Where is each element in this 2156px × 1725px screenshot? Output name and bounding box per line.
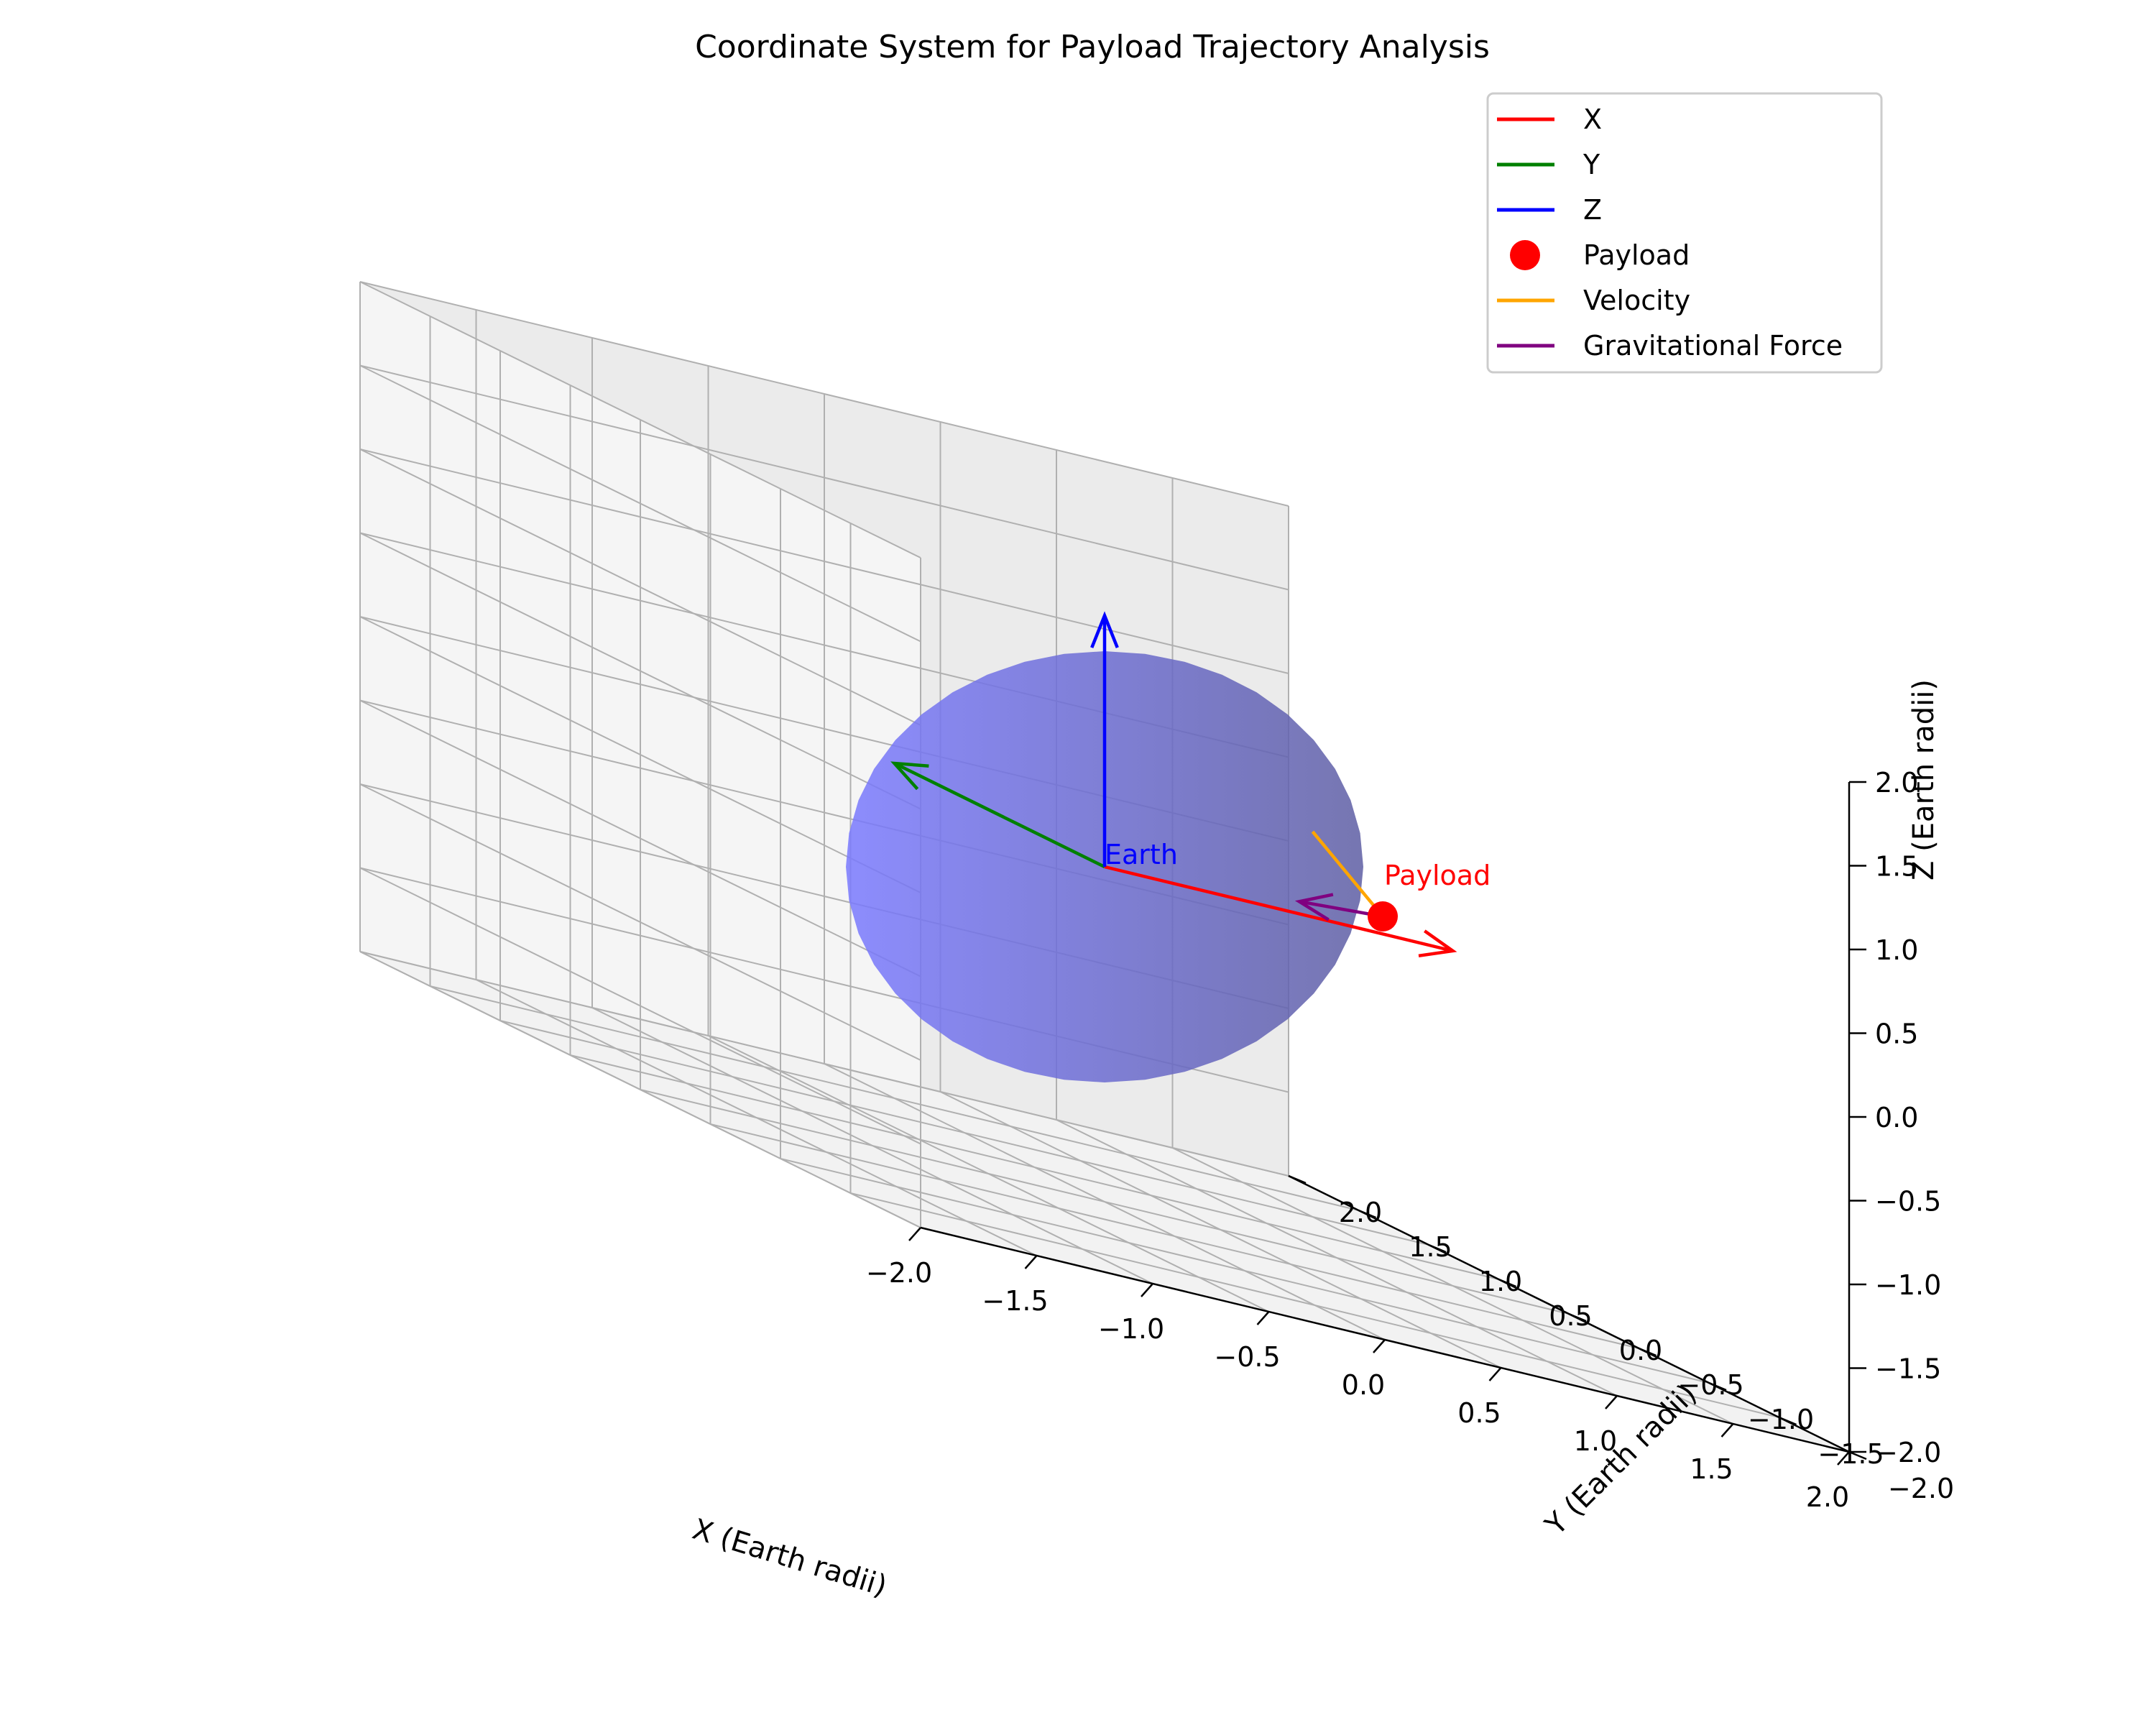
x-tick-label: 0.0: [1342, 1369, 1385, 1401]
gravitational-force-vector-head: [1294, 893, 1334, 921]
y-tick-label: 1.5: [1409, 1231, 1452, 1263]
y-tick: [1568, 1312, 1587, 1322]
axis-vector-y-shaft: [893, 761, 1105, 869]
y-tick: [1288, 1174, 1307, 1184]
y-axis-label: Y (Earth radii): [1539, 1378, 1703, 1542]
x-tick: [908, 1227, 921, 1241]
y-tick: [1498, 1278, 1516, 1288]
grid-line-floor-x: [1172, 1147, 1733, 1425]
x-tick-label: −1.5: [982, 1285, 1048, 1317]
chart-title: Coordinate System for Payload Trajectory…: [695, 29, 1490, 65]
z-tick-label: −1.5: [1875, 1353, 1941, 1385]
x-tick-label: 1.5: [1690, 1453, 1733, 1485]
legend-label-x: X: [1583, 104, 1602, 135]
x-tick-label: −0.5: [1214, 1341, 1280, 1373]
y-tick: [1428, 1243, 1447, 1254]
x-axis-label: X (Earth radii): [688, 1513, 890, 1604]
y-tick-label: −2.0: [1888, 1473, 1954, 1504]
grid-line-left-z: [359, 448, 921, 726]
x-tick: [1024, 1255, 1038, 1269]
grid-line-floor-y: [499, 1020, 1429, 1246]
grid-line-left-z: [359, 532, 921, 810]
axis-vector-y-head: [890, 761, 929, 791]
z-tick-label: −1.0: [1875, 1269, 1941, 1301]
y-tick: [1358, 1209, 1376, 1219]
y-tick: [1779, 1416, 1797, 1426]
z-axis-label: Z (Earth radii): [1907, 679, 1940, 880]
x-tick: [1720, 1423, 1734, 1438]
grid-line-floor-y: [359, 951, 1289, 1177]
x-tick-label: 0.5: [1457, 1397, 1501, 1429]
legend: XYZ Payload Velocity Gravitational Force: [1486, 92, 1883, 374]
payload-point: [1368, 901, 1398, 932]
grid-line-floor-y: [570, 1054, 1499, 1280]
y-tick-label: 2.0: [1339, 1197, 1382, 1228]
x-tick: [1605, 1395, 1618, 1409]
y-tick: [1708, 1381, 1727, 1392]
legend-label-payload: Payload: [1583, 239, 1690, 271]
z-tick-label: 1.5: [1875, 851, 1918, 883]
x-tick-label: 1.0: [1574, 1425, 1617, 1457]
payload-annotation: Payload: [1384, 860, 1491, 891]
y-tick-label: 1.0: [1479, 1266, 1522, 1297]
tick-marks: [908, 781, 1867, 1466]
velocity-vector: [1311, 830, 1384, 918]
grid-line-floor-x: [940, 1091, 1501, 1368]
chart-marks: Payload Earth: [890, 611, 1491, 958]
grid-line-back-z: [359, 364, 1289, 591]
y-tick: [1639, 1347, 1657, 1357]
z-tick-label: 0.5: [1875, 1018, 1918, 1050]
z-tick-label: −2.0: [1875, 1437, 1941, 1468]
earth-annotation: Earth: [1105, 839, 1178, 870]
legend-label-velocity: Velocity: [1583, 285, 1690, 316]
x-tick-label: −1.0: [1098, 1313, 1164, 1345]
axis-vector-z-head: [1090, 611, 1119, 648]
legend-box: [1486, 92, 1883, 374]
grid-line-left-z: [359, 364, 921, 643]
grid-line-floor-y: [640, 1089, 1570, 1315]
z-tick-label: 1.0: [1875, 934, 1918, 966]
y-tick-label: −1.5: [1818, 1438, 1884, 1470]
grid-line-back-z: [359, 448, 1289, 674]
y-tick: [1848, 1450, 1867, 1460]
x-tick-label: −2.0: [866, 1257, 932, 1289]
legend-label-gravitational-force: Gravitational Force: [1583, 330, 1843, 362]
axis-vector-x-shaft: [1104, 865, 1454, 953]
z-tick-label: 0.0: [1875, 1102, 1918, 1133]
y-tick-label: 0.0: [1619, 1335, 1662, 1366]
x-tick-label: 2.0: [1806, 1481, 1849, 1513]
y-tick-label: −1.0: [1748, 1404, 1814, 1435]
grid-line-left-z: [359, 616, 921, 893]
legend-marker-payload: [1510, 240, 1540, 270]
z-tick-label: −0.5: [1875, 1186, 1941, 1218]
y-tick-label: 0.5: [1549, 1300, 1592, 1332]
x-tick: [1373, 1339, 1386, 1353]
grid-line-left-z: [359, 281, 921, 558]
x-tick: [1141, 1283, 1153, 1297]
grid-line-floor-y: [430, 985, 1359, 1211]
x-tick: [1837, 1451, 1850, 1466]
axis-vector-x-head: [1418, 929, 1457, 958]
x-tick: [1256, 1311, 1270, 1325]
legend-label-y: Y: [1583, 149, 1600, 180]
legend-label-z: Z: [1583, 194, 1602, 226]
z-tick-label: 2.0: [1875, 767, 1918, 799]
x-tick: [1488, 1367, 1502, 1381]
tick-labels: −2.0−1.5−1.0−0.50.00.51.01.52.0 −2.0−1.5−…: [866, 767, 1954, 1513]
y-tick-label: −0.5: [1677, 1369, 1743, 1401]
grid-line-back-z: [359, 281, 1289, 507]
grid-line-floor-x: [1056, 1119, 1618, 1397]
grid-lines: [359, 281, 1850, 1453]
